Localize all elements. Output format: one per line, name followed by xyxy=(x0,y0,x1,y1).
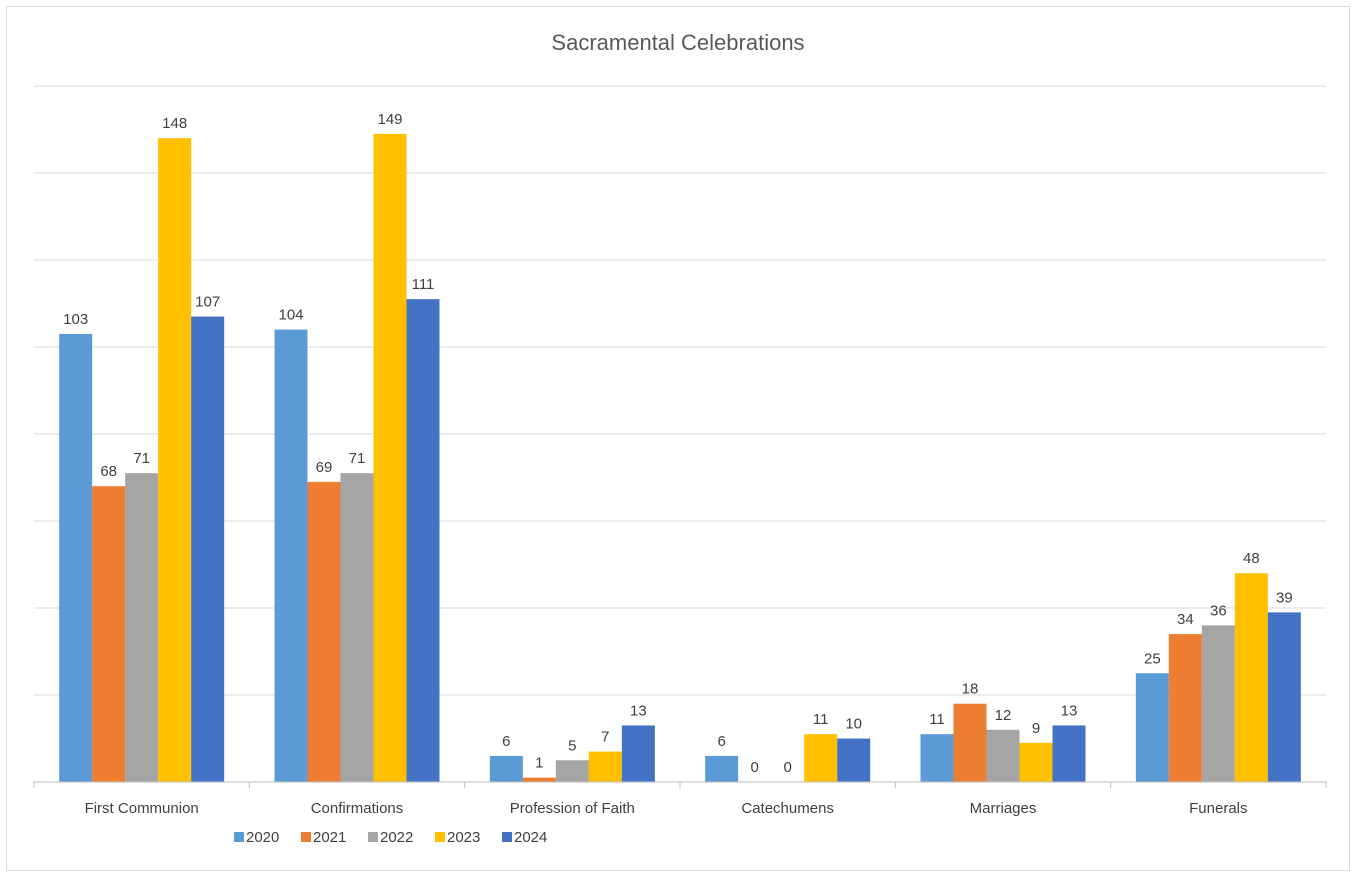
data-label: 1 xyxy=(535,755,543,772)
bar-2020-5 xyxy=(1135,673,1169,782)
data-label: 69 xyxy=(316,459,333,476)
bar-2023-3 xyxy=(804,734,838,782)
legend-label: 2021 xyxy=(313,829,346,846)
legend-label: 2023 xyxy=(447,829,480,846)
legend-swatch-2024 xyxy=(502,832,512,842)
bar-2020-1 xyxy=(274,329,308,782)
bar-2024-4 xyxy=(1052,725,1086,782)
bar-2021-5 xyxy=(1168,634,1202,782)
bar-2023-5 xyxy=(1234,573,1268,782)
bar-2023-4 xyxy=(1019,742,1053,782)
chart-title: Sacramental Celebrations xyxy=(551,30,804,55)
data-label: 0 xyxy=(750,759,758,776)
category-label: Funerals xyxy=(1189,800,1247,817)
data-label: 5 xyxy=(568,737,576,754)
bar-2023-0 xyxy=(158,138,192,782)
bar-2021-1 xyxy=(307,481,341,782)
data-label: 0 xyxy=(783,759,791,776)
data-label: 11 xyxy=(813,711,829,728)
chart-frame xyxy=(6,6,1350,871)
bar-2024-2 xyxy=(621,725,655,782)
bar-2020-0 xyxy=(59,333,93,782)
category-label: Profession of Faith xyxy=(510,800,635,817)
data-label: 9 xyxy=(1032,720,1040,737)
legend-swatch-2021 xyxy=(301,832,311,842)
bar-2020-4 xyxy=(920,734,954,782)
data-label: 7 xyxy=(601,729,609,746)
data-label: 6 xyxy=(717,733,725,750)
legend-swatch-2023 xyxy=(435,832,445,842)
bar-2023-2 xyxy=(588,751,622,782)
bar-2022-1 xyxy=(340,473,374,782)
bars xyxy=(59,133,1301,783)
data-label: 18 xyxy=(962,681,979,698)
bar-2022-2 xyxy=(555,760,589,782)
data-label: 68 xyxy=(100,463,117,480)
bar-2024-3 xyxy=(837,738,871,782)
data-label: 13 xyxy=(1061,702,1078,719)
data-label: 39 xyxy=(1276,589,1293,606)
bar-2022-0 xyxy=(125,473,159,782)
data-label: 111 xyxy=(412,276,435,293)
bar-2022-4 xyxy=(986,729,1020,782)
data-label: 148 xyxy=(162,115,187,132)
legend-swatch-2020 xyxy=(234,832,244,842)
data-label: 13 xyxy=(630,702,647,719)
data-label: 71 xyxy=(349,450,366,467)
legend-label: 2022 xyxy=(380,829,413,846)
bar-2022-5 xyxy=(1201,625,1235,782)
bar-2021-2 xyxy=(522,777,556,782)
category-label: Marriages xyxy=(970,800,1037,817)
category-label: Catechumens xyxy=(741,800,834,817)
x-axis: First Communion Confirmations Profession o… xyxy=(33,781,1327,817)
category-label: First Communion xyxy=(85,800,199,817)
data-label: 6 xyxy=(502,733,510,750)
data-label: 149 xyxy=(377,111,402,128)
bar-2024-1 xyxy=(406,299,440,782)
data-label: 107 xyxy=(195,294,220,311)
bar-2020-2 xyxy=(489,755,523,782)
data-label: 48 xyxy=(1243,550,1260,567)
gridlines xyxy=(34,85,1326,696)
bar-2024-5 xyxy=(1267,612,1301,782)
data-label: 104 xyxy=(278,307,303,324)
legend-swatch-2022 xyxy=(368,832,378,842)
bar-2021-4 xyxy=(953,703,987,782)
data-label: 34 xyxy=(1177,611,1194,628)
bar-2023-1 xyxy=(373,133,407,783)
legend-label: 2024 xyxy=(514,829,547,846)
data-label: 11 xyxy=(929,711,945,728)
data-label: 36 xyxy=(1210,602,1227,619)
category-label: Confirmations xyxy=(311,800,404,817)
data-label: 25 xyxy=(1144,650,1161,667)
data-label: 10 xyxy=(845,716,862,733)
bar-2020-3 xyxy=(705,755,739,782)
bar-2021-0 xyxy=(92,486,126,782)
data-label: 103 xyxy=(63,311,88,328)
data-label: 12 xyxy=(995,707,1012,724)
bar-2024-0 xyxy=(191,316,225,782)
legend: 2020 2021 2022 2023 2024 xyxy=(234,829,547,846)
data-label: 71 xyxy=(133,450,150,467)
legend-label: 2020 xyxy=(246,829,279,846)
